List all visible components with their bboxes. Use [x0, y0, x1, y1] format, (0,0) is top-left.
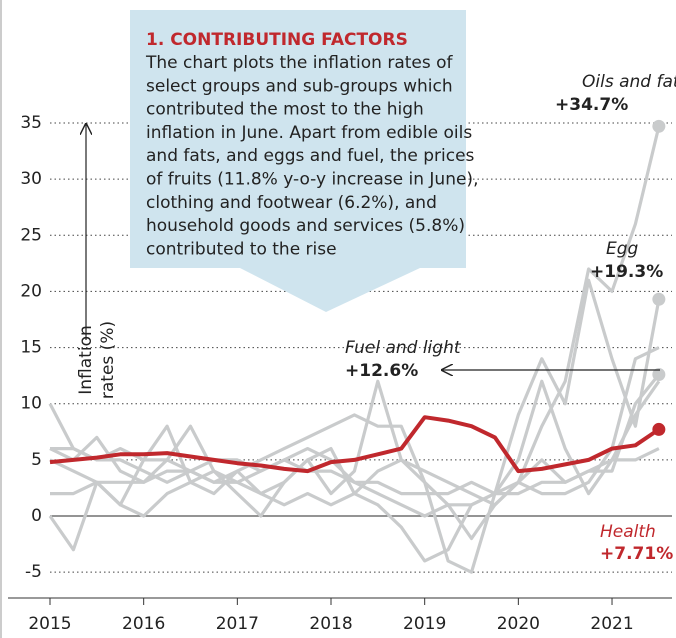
- box-line: of fruits (11.8% y-o-y increase in June)…: [146, 170, 478, 190]
- y-tick-label: -5: [25, 562, 42, 582]
- y-tick-label: 35: [20, 113, 42, 133]
- x-tick-label: 2017: [216, 614, 259, 634]
- value-label: +12.6%: [345, 361, 418, 381]
- box-line: contributed the most to the high: [146, 100, 424, 120]
- y-tick-label: 0: [31, 506, 42, 526]
- series-line: [49, 415, 661, 474]
- y-label: rates (%): [98, 321, 118, 399]
- y-tick-label: 5: [31, 450, 42, 470]
- series-line: [50, 346, 660, 518]
- y-tick-label: 15: [20, 338, 42, 358]
- x-tick-label: 2018: [309, 614, 352, 634]
- box-line: select groups and sub-groups which: [146, 76, 453, 96]
- x-tick-label: 2020: [497, 614, 540, 634]
- series-name: Health: [600, 522, 656, 542]
- y-tick-label: 30: [20, 169, 42, 189]
- y-tick-label: 10: [20, 394, 42, 414]
- box-line: inflation in June. Apart from edible oil…: [146, 123, 472, 143]
- box-line: household goods and services (5.8%): [146, 216, 465, 236]
- x-tick-label: 2021: [590, 614, 633, 634]
- box-text: The chart plots the inflation rates of se…: [145, 53, 478, 259]
- end-dot: [652, 368, 666, 382]
- x-tick-label: 2015: [28, 614, 71, 634]
- box-title: 1. CONTRIBUTING FACTORS: [146, 30, 408, 50]
- series-name: Oils and fats: [582, 72, 676, 92]
- series-name: Egg: [606, 239, 639, 259]
- series-line: [49, 125, 661, 518]
- value-label: +19.3%: [590, 262, 663, 282]
- x-tick-label: 2019: [403, 614, 446, 634]
- box-line: clothing and footwear (6.2%), and: [146, 193, 437, 213]
- annotation-box: 1. CONTRIBUTING FACTORS The chart plots …: [130, 10, 478, 312]
- box-line: and fats, and eggs and fuel, the prices: [146, 146, 475, 166]
- end-dot: [652, 119, 666, 133]
- box-pointer: [240, 268, 420, 312]
- y-tick-label: 25: [20, 225, 42, 245]
- y-tick-label: 20: [20, 281, 42, 301]
- y-label: Inflation: [76, 325, 96, 394]
- series-name: Fuel and light: [345, 338, 462, 358]
- box-bg: [130, 10, 466, 268]
- value-label: +7.71%: [600, 544, 673, 564]
- series-line: [49, 278, 661, 574]
- end-dot: [652, 422, 666, 436]
- value-label: +34.7%: [555, 95, 628, 115]
- x-tick-label: 2016: [122, 614, 165, 634]
- box-line: The chart plots the inflation rates of: [145, 53, 454, 73]
- box-line: contributed to the rise: [146, 239, 337, 259]
- end-dot: [652, 292, 666, 306]
